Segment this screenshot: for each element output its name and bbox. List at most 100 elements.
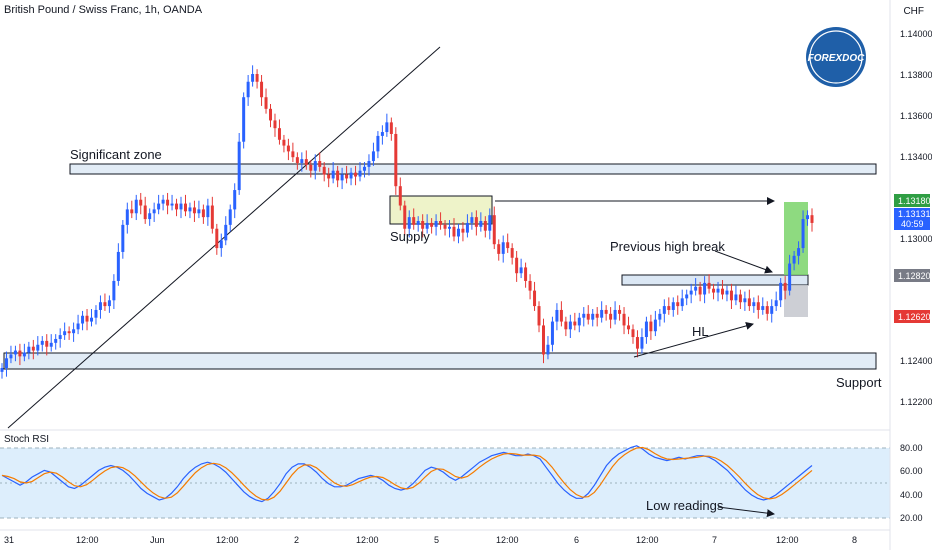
time-tick: 12:00 bbox=[76, 535, 99, 545]
candle-body bbox=[18, 350, 22, 357]
previous-high-zone-box[interactable] bbox=[621, 274, 809, 286]
time-tick: 5 bbox=[434, 535, 439, 545]
candle-body bbox=[125, 209, 129, 225]
candle-body bbox=[743, 298, 747, 303]
candle-body bbox=[148, 213, 152, 220]
candle-body bbox=[412, 217, 416, 225]
candle-body bbox=[183, 203, 187, 212]
candle-body bbox=[246, 81, 250, 98]
candle-body bbox=[479, 221, 483, 227]
candle-body bbox=[90, 317, 94, 322]
svg-text:FOREXDOC: FOREXDOC bbox=[808, 53, 865, 64]
candle-body bbox=[586, 313, 590, 320]
time-tick: 31 bbox=[4, 535, 14, 545]
candle-body bbox=[618, 309, 622, 314]
candle-body bbox=[362, 166, 366, 171]
candle-body bbox=[609, 313, 613, 320]
support-zone-box[interactable] bbox=[3, 352, 877, 370]
candle-body bbox=[179, 203, 183, 210]
candle-body bbox=[627, 325, 631, 330]
time-tick: 12:00 bbox=[216, 535, 239, 545]
candle-body bbox=[309, 164, 313, 171]
candle-body bbox=[260, 81, 264, 98]
candle-body bbox=[779, 282, 783, 301]
candle-body bbox=[116, 251, 120, 281]
candle-body bbox=[237, 141, 241, 191]
candle-body bbox=[658, 313, 662, 320]
low-readings-label: Low readings bbox=[646, 498, 724, 513]
price-tick: 1.13400 bbox=[900, 152, 932, 162]
price-label-entry: 1.12820 bbox=[894, 269, 931, 282]
candle-body bbox=[600, 309, 604, 318]
candle-body bbox=[282, 139, 286, 146]
candle-body bbox=[582, 313, 586, 318]
significant-zone-box[interactable] bbox=[69, 163, 877, 175]
candle-body bbox=[143, 205, 147, 220]
candle-body bbox=[107, 300, 111, 307]
price-label-stop: 1.12620 bbox=[894, 310, 931, 323]
svg-text:1.13180: 1.13180 bbox=[898, 196, 931, 206]
previous-high-break-arrow bbox=[714, 250, 773, 274]
candle-body bbox=[4, 358, 8, 368]
candle-body bbox=[188, 207, 192, 212]
candle-body bbox=[680, 298, 684, 307]
candle-body bbox=[67, 331, 71, 334]
candle-body bbox=[770, 306, 774, 314]
candle-body bbox=[322, 166, 326, 175]
candle-body bbox=[528, 280, 532, 291]
candle-body bbox=[761, 306, 765, 310]
candle-body bbox=[161, 199, 165, 204]
candle-body bbox=[313, 161, 317, 171]
candle-body bbox=[407, 217, 411, 229]
candle-body bbox=[295, 157, 299, 163]
svg-text:40:59: 40:59 bbox=[901, 219, 924, 229]
candle-body bbox=[510, 248, 514, 258]
candle-body bbox=[497, 244, 501, 254]
stoch-tick: 60.00 bbox=[900, 466, 923, 476]
candle-body bbox=[685, 294, 689, 299]
candle-body bbox=[336, 170, 340, 181]
candle-body bbox=[631, 329, 635, 338]
candle-body bbox=[720, 288, 724, 295]
candle-body bbox=[367, 161, 371, 167]
candle-body bbox=[385, 122, 389, 133]
candle-body bbox=[54, 338, 58, 343]
candle-body bbox=[358, 170, 362, 177]
candle-body bbox=[448, 226, 452, 229]
candle-body bbox=[671, 302, 675, 310]
stoch-tick: 20.00 bbox=[900, 513, 923, 523]
candle-body bbox=[474, 217, 478, 227]
price-tick: 1.13000 bbox=[900, 234, 932, 244]
candle-body bbox=[242, 97, 246, 142]
candle-body bbox=[568, 321, 572, 330]
candle-body bbox=[689, 290, 693, 295]
candle-body bbox=[533, 290, 537, 307]
candle-body bbox=[712, 288, 716, 293]
candle-body bbox=[40, 340, 44, 345]
candle-body bbox=[644, 321, 648, 338]
candle-body bbox=[501, 242, 505, 254]
candle-body bbox=[45, 340, 49, 347]
candle-body bbox=[403, 205, 407, 229]
candle-body bbox=[559, 309, 563, 322]
candle-body bbox=[376, 135, 380, 152]
candle-body bbox=[206, 205, 210, 218]
candle-body bbox=[345, 174, 349, 179]
time-tick: 8 bbox=[852, 535, 857, 545]
candle-body bbox=[139, 199, 143, 206]
candle-body bbox=[788, 263, 792, 291]
candle-body bbox=[734, 294, 738, 301]
candle-body bbox=[456, 228, 460, 237]
candle-body bbox=[327, 174, 331, 179]
candle-body bbox=[371, 151, 375, 162]
candle-body bbox=[797, 248, 801, 256]
candle-body bbox=[546, 344, 550, 355]
candle-body bbox=[340, 174, 344, 181]
svg-text:1.12620: 1.12620 bbox=[898, 312, 931, 322]
time-tick: 12:00 bbox=[496, 535, 519, 545]
ascending-trendline[interactable] bbox=[7, 46, 441, 429]
candle-body bbox=[27, 346, 31, 353]
price-label-target: 1.13180 bbox=[894, 194, 931, 207]
candle-body bbox=[286, 145, 290, 152]
